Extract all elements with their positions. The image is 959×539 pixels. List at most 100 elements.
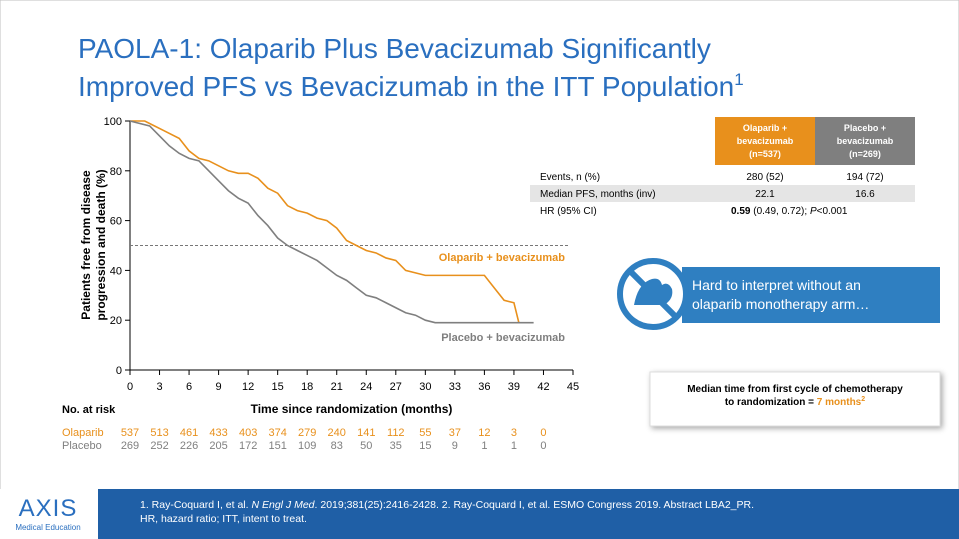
risk-value: 9 [452, 440, 458, 452]
icon-strike [627, 268, 679, 320]
y-tick-label: 40 [110, 265, 122, 277]
hr-estimate: 0.59 [731, 206, 751, 217]
risk-value: 37 [449, 427, 461, 439]
table-header: Olaparib + [743, 123, 787, 133]
table-row-label: Events, n (%) [540, 172, 600, 183]
x-tick-label: 3 [156, 381, 162, 393]
table-row-shade [530, 185, 915, 202]
risk-value: 252 [150, 440, 168, 452]
title-line: PAOLA-1: Olaparib Plus Bevacizumab Signi… [78, 33, 711, 64]
risk-value: 141 [357, 427, 375, 439]
note-text: to randomization = 7 months2 [725, 396, 865, 408]
y-tick-label: 80 [110, 166, 122, 178]
footnote-line: 1. Ray-Coquard I, et al. N Engl J Med. 2… [140, 499, 754, 511]
note-value: 7 months [817, 397, 862, 408]
risk-value: 1 [481, 440, 487, 452]
risk-value: 374 [268, 427, 286, 439]
y-axis-label-line: progression and death (%) [94, 169, 108, 320]
x-tick-label: 27 [390, 381, 402, 393]
risk-value: 83 [331, 440, 343, 452]
note-sup: 2 [861, 396, 865, 403]
x-tick-label: 24 [360, 381, 372, 393]
y-tick-label: 20 [110, 315, 122, 327]
x-tick-label: 30 [419, 381, 431, 393]
y-tick-label: 100 [104, 116, 122, 128]
risk-value: 0 [540, 440, 546, 452]
x-axis-label: Time since randomization (months) [251, 402, 453, 416]
p-value: <0.001 [817, 206, 848, 217]
x-tick-label: 21 [331, 381, 343, 393]
risk-value: 0 [540, 427, 546, 439]
risk-value: 50 [360, 440, 372, 452]
y-tick-label: 60 [110, 216, 122, 228]
callout-text: olaparib monotherapy arm… [692, 296, 869, 312]
footnote-part: . 2019;381(25):2416-2428. 2. Ray-Coquard… [315, 499, 755, 511]
title-text: Improved PFS vs Bevacizumab in the ITT P… [78, 71, 734, 102]
risk-value: 461 [180, 427, 198, 439]
x-tick-label: 33 [449, 381, 461, 393]
table-header: (n=269) [849, 149, 881, 159]
risk-value: 537 [121, 427, 139, 439]
km-curve [129, 120, 534, 324]
footnote-part: 1. Ray-Coquard I, et al. [140, 499, 251, 511]
footnote-part: N Engl J Med [251, 499, 315, 511]
risk-value: 240 [328, 427, 346, 439]
callout-text: Hard to interpret without an [692, 277, 861, 293]
y-tick-label: 0 [116, 365, 122, 377]
y-axis-label: Patients free from diseaseprogression an… [79, 169, 108, 320]
risk-value: 3 [511, 427, 517, 439]
risk-table-title: No. at risk [62, 404, 116, 416]
risk-value: 403 [239, 427, 257, 439]
p-label: P [810, 206, 817, 217]
table-header-cell [815, 117, 915, 165]
x-tick-label: 6 [186, 381, 192, 393]
risk-value: 109 [298, 440, 316, 452]
table-header: (n=537) [749, 149, 781, 159]
risk-value: 15 [419, 440, 431, 452]
risk-value: 226 [180, 440, 198, 452]
risk-value: 1 [511, 440, 517, 452]
risk-row-name: Olaparib [62, 427, 104, 439]
risk-value: 269 [121, 440, 139, 452]
x-tick-label: 36 [478, 381, 490, 393]
risk-value: 205 [209, 440, 227, 452]
table-cell: 16.6 [855, 189, 875, 200]
risk-value: 12 [478, 427, 490, 439]
note-label: to randomization = [725, 397, 817, 408]
table-header: bevacizumab [737, 136, 794, 146]
risk-row-name: Placebo [62, 440, 102, 452]
logo-area [0, 489, 98, 539]
table-header: bevacizumab [837, 136, 894, 146]
note-text: Median time from first cycle of chemothe… [687, 384, 903, 395]
risk-value: 55 [419, 427, 431, 439]
title-sup: 1 [734, 70, 743, 89]
table-cell: 194 (72) [846, 172, 883, 183]
risk-value: 151 [268, 440, 286, 452]
note-box [649, 371, 941, 427]
x-tick-label: 39 [508, 381, 520, 393]
footnote-line: HR, hazard ratio; ITT, intent to treat. [140, 513, 307, 525]
table-row-label: HR (95% CI) [540, 206, 597, 217]
footer-bar [0, 489, 959, 539]
hr-value: 0.59 (0.49, 0.72); P<0.001 [731, 206, 848, 217]
series-label: Olaparib + bevacizumab [439, 252, 566, 264]
x-tick-label: 42 [537, 381, 549, 393]
logo-name: AXIS [19, 495, 78, 522]
table-header-cell [715, 117, 815, 165]
x-tick-label: 15 [272, 381, 284, 393]
risk-value: 279 [298, 427, 316, 439]
x-tick-label: 0 [127, 381, 133, 393]
title-line: Improved PFS vs Bevacizumab in the ITT P… [78, 70, 744, 102]
series-label: Placebo + bevacizumab [441, 332, 565, 344]
hr-ci: (0.49, 0.72); [750, 206, 809, 217]
km-curve [130, 120, 520, 323]
callout-box [682, 267, 940, 323]
x-tick-label: 12 [242, 381, 254, 393]
risk-value: 513 [150, 427, 168, 439]
logo-subtitle: Medical Education [15, 523, 80, 532]
risk-value: 112 [387, 427, 405, 439]
risk-value: 172 [239, 440, 257, 452]
table-row-label: Median PFS, months (inv) [540, 189, 656, 200]
table-cell: 22.1 [755, 189, 775, 200]
